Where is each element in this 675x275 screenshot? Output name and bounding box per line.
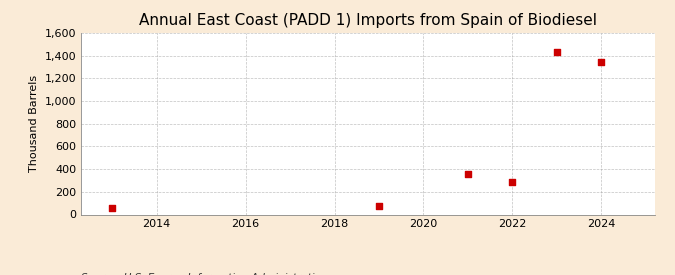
Point [462,172,473,176]
Text: Source: U.S. Energy Information Administration: Source: U.S. Energy Information Administ… [81,273,327,275]
Y-axis label: Thousand Barrels: Thousand Barrels [29,75,39,172]
Point [373,204,384,208]
Title: Annual East Coast (PADD 1) Imports from Spain of Biodiesel: Annual East Coast (PADD 1) Imports from … [139,13,597,28]
Point [551,50,562,54]
Point [596,60,607,65]
Point [507,179,518,184]
Point [107,205,117,210]
